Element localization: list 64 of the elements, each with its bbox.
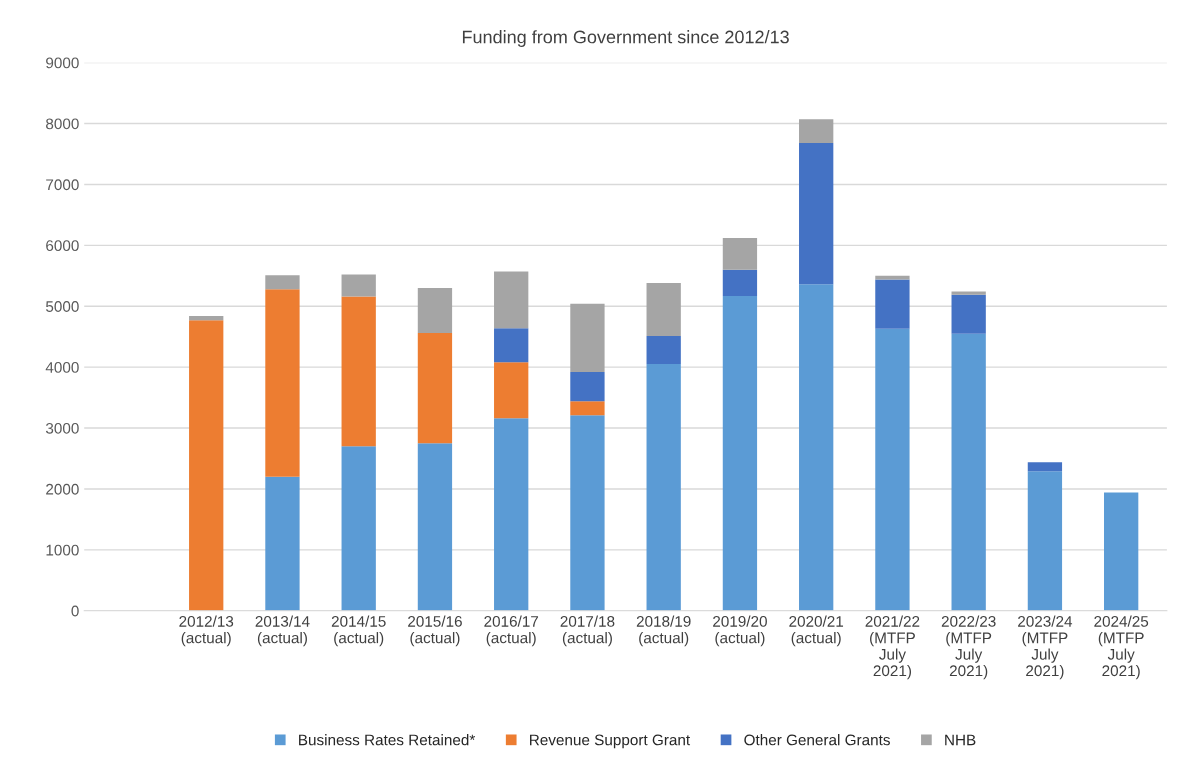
bar: [799, 284, 834, 611]
x-tick-label: 2017/18 (actual): [560, 615, 615, 647]
x-tick-label: 2012/13 (actual): [179, 615, 234, 647]
legend-label: Business Rates Retained*: [299, 734, 476, 746]
bar: [265, 476, 300, 611]
bar: [646, 283, 681, 337]
chart-title: Funding from Government since 2012/13: [462, 30, 789, 47]
bar: [1027, 471, 1063, 611]
bar: [417, 333, 453, 444]
bar: [265, 289, 300, 477]
bar: [951, 333, 986, 611]
y-tick-label: 7000: [46, 179, 79, 191]
bar: [646, 364, 681, 611]
bar: [570, 372, 605, 402]
bar: [341, 274, 376, 297]
bar: [951, 291, 986, 295]
x-tick-label: 2018/19 (actual): [636, 615, 691, 647]
y-tick-label: 6000: [46, 240, 79, 252]
bar: [494, 271, 529, 329]
bar: [875, 328, 910, 611]
x-tick-label: 2019/20 (actual): [713, 615, 767, 647]
bar: [722, 295, 758, 611]
bar: [341, 446, 376, 611]
y-tick-label: 3000: [45, 422, 79, 434]
y-tick-label: 5000: [45, 301, 79, 312]
y-tick-label: 8000: [46, 118, 79, 130]
bar: [570, 303, 605, 373]
x-tick-label: 2020/21 (actual): [789, 615, 844, 647]
bar: [265, 275, 300, 290]
y-tick-label: 2000: [46, 483, 79, 495]
bar: [1104, 492, 1139, 611]
bar: [417, 287, 453, 334]
y-tick-label: 9000: [46, 57, 79, 69]
x-tick-label: 2023/24 (MTFP July 2021): [1018, 615, 1073, 680]
bar: [189, 315, 224, 321]
y-tick-label: 4000: [45, 362, 79, 373]
x-tick-label: 2021/22 (MTFP July 2021): [865, 615, 920, 680]
legend-label: NHB: [945, 734, 976, 746]
bar: [189, 320, 224, 611]
x-tick-label: 2016/17 (actual): [484, 615, 539, 647]
x-tick-label: 2013/14 (actual): [255, 615, 310, 647]
x-tick-label: 2022/23 (MTFP July 2021): [941, 615, 996, 680]
bar: [1027, 462, 1063, 472]
bar: [722, 238, 758, 270]
y-tick-label: 0: [71, 605, 79, 617]
bar: [875, 279, 910, 329]
bar: [341, 296, 376, 447]
legend-label: Revenue Support Grant: [530, 734, 691, 749]
y-tick-label: 1000: [46, 544, 79, 556]
legend-label: Other General Grants: [744, 734, 890, 746]
bar: [570, 401, 605, 416]
x-tick-label: 2015/16 (actual): [408, 615, 462, 647]
bar: [494, 328, 529, 363]
bar: [799, 143, 834, 285]
bar: [494, 418, 529, 611]
bar: [494, 362, 529, 419]
bar: [417, 443, 453, 611]
bar: [951, 294, 986, 334]
bar: [722, 269, 758, 296]
bar: [646, 336, 681, 365]
bar: [570, 415, 605, 611]
bar: [799, 119, 834, 144]
x-tick-label: 2014/15 (actual): [331, 615, 386, 647]
x-tick-label: 2024/25 (MTFP July 2021): [1094, 615, 1149, 680]
